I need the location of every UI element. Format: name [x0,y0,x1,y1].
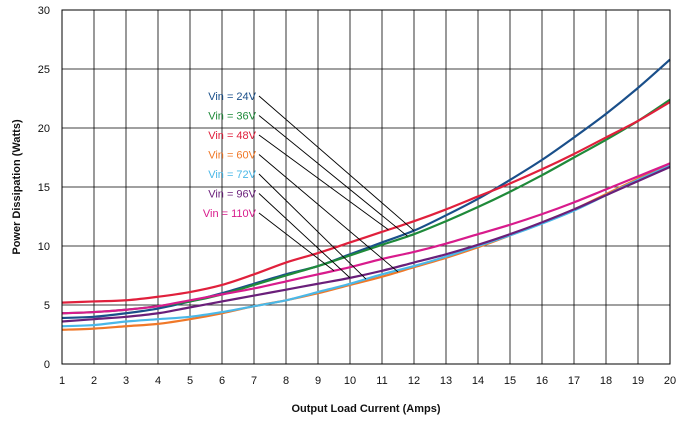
x-tick-label: 17 [568,375,580,387]
y-tick-label: 30 [38,5,50,17]
x-axis-title: Output Load Current (Amps) [291,403,440,415]
y-tick-labels: 0 5 10 15 20 25 30 [38,5,50,371]
y-tick-label: 20 [38,123,50,135]
y-tick-label: 25 [38,64,50,76]
series-legend: Vin = 24V Vin = 36V Vin = 48V Vin = 60V Vin … [203,91,415,280]
x-tick-label: 3 [123,375,129,387]
y-tick-label: 5 [44,300,50,312]
legend-label-4: Vin = 72V [208,169,256,181]
legend-label-5: Vin = 96V [208,189,256,201]
legend-leader-line-6 [258,212,335,272]
x-tick-label: 15 [504,375,516,387]
x-tick-label: 11 [376,375,387,387]
series-lines [61,58,671,331]
legend-leader-line-3 [258,154,399,273]
y-tick-label: 10 [38,241,50,253]
legend-leader-line-4 [258,173,367,280]
legend-leader-line-0 [258,95,415,231]
x-tick-label: 20 [664,375,676,387]
x-tick-label: 13 [440,375,452,387]
legend-label-1: Vin = 36V [208,111,256,123]
x-tick-label: 4 [155,375,161,387]
x-tick-label: 9 [315,375,321,387]
legend-leader-line-2 [258,134,389,231]
legend-label-6: Vin = 110V [203,208,257,220]
x-tick-label: 12 [408,375,420,387]
grid [62,10,670,364]
x-tick-labels: 1 2 3 4 5 6 7 8 9 10 11 12 13 14 15 16 17 18 19 20 [59,375,676,387]
series-line-6 [61,162,671,315]
plot-frame [61,9,671,365]
x-tick-label: 5 [187,375,193,387]
x-tick-label: 7 [251,375,257,387]
legend-label-3: Vin = 60V [208,150,256,162]
series-line-0 [61,58,671,320]
x-tick-label: 18 [600,375,612,387]
x-tick-label: 6 [219,375,225,387]
x-tick-label: 8 [283,375,289,387]
x-tick-label: 2 [91,375,97,387]
x-tick-label: 14 [472,375,484,387]
legend-label-2: Vin = 48V [208,130,256,142]
legend-leader-line-1 [258,115,408,237]
series-line-5 [61,165,671,323]
x-tick-label: 19 [632,375,644,387]
x-tick-label: 16 [536,375,548,387]
legend-label-0: Vin = 24V [208,91,256,103]
y-axis-title: Power Dissipation (Watts) [11,119,23,255]
y-tick-label: 0 [44,359,50,371]
x-tick-label: 10 [344,375,356,387]
y-tick-label: 15 [38,182,50,194]
x-tick-label: 1 [59,375,65,387]
legend-leader-line-5 [258,193,351,279]
series-line-2 [61,101,671,304]
